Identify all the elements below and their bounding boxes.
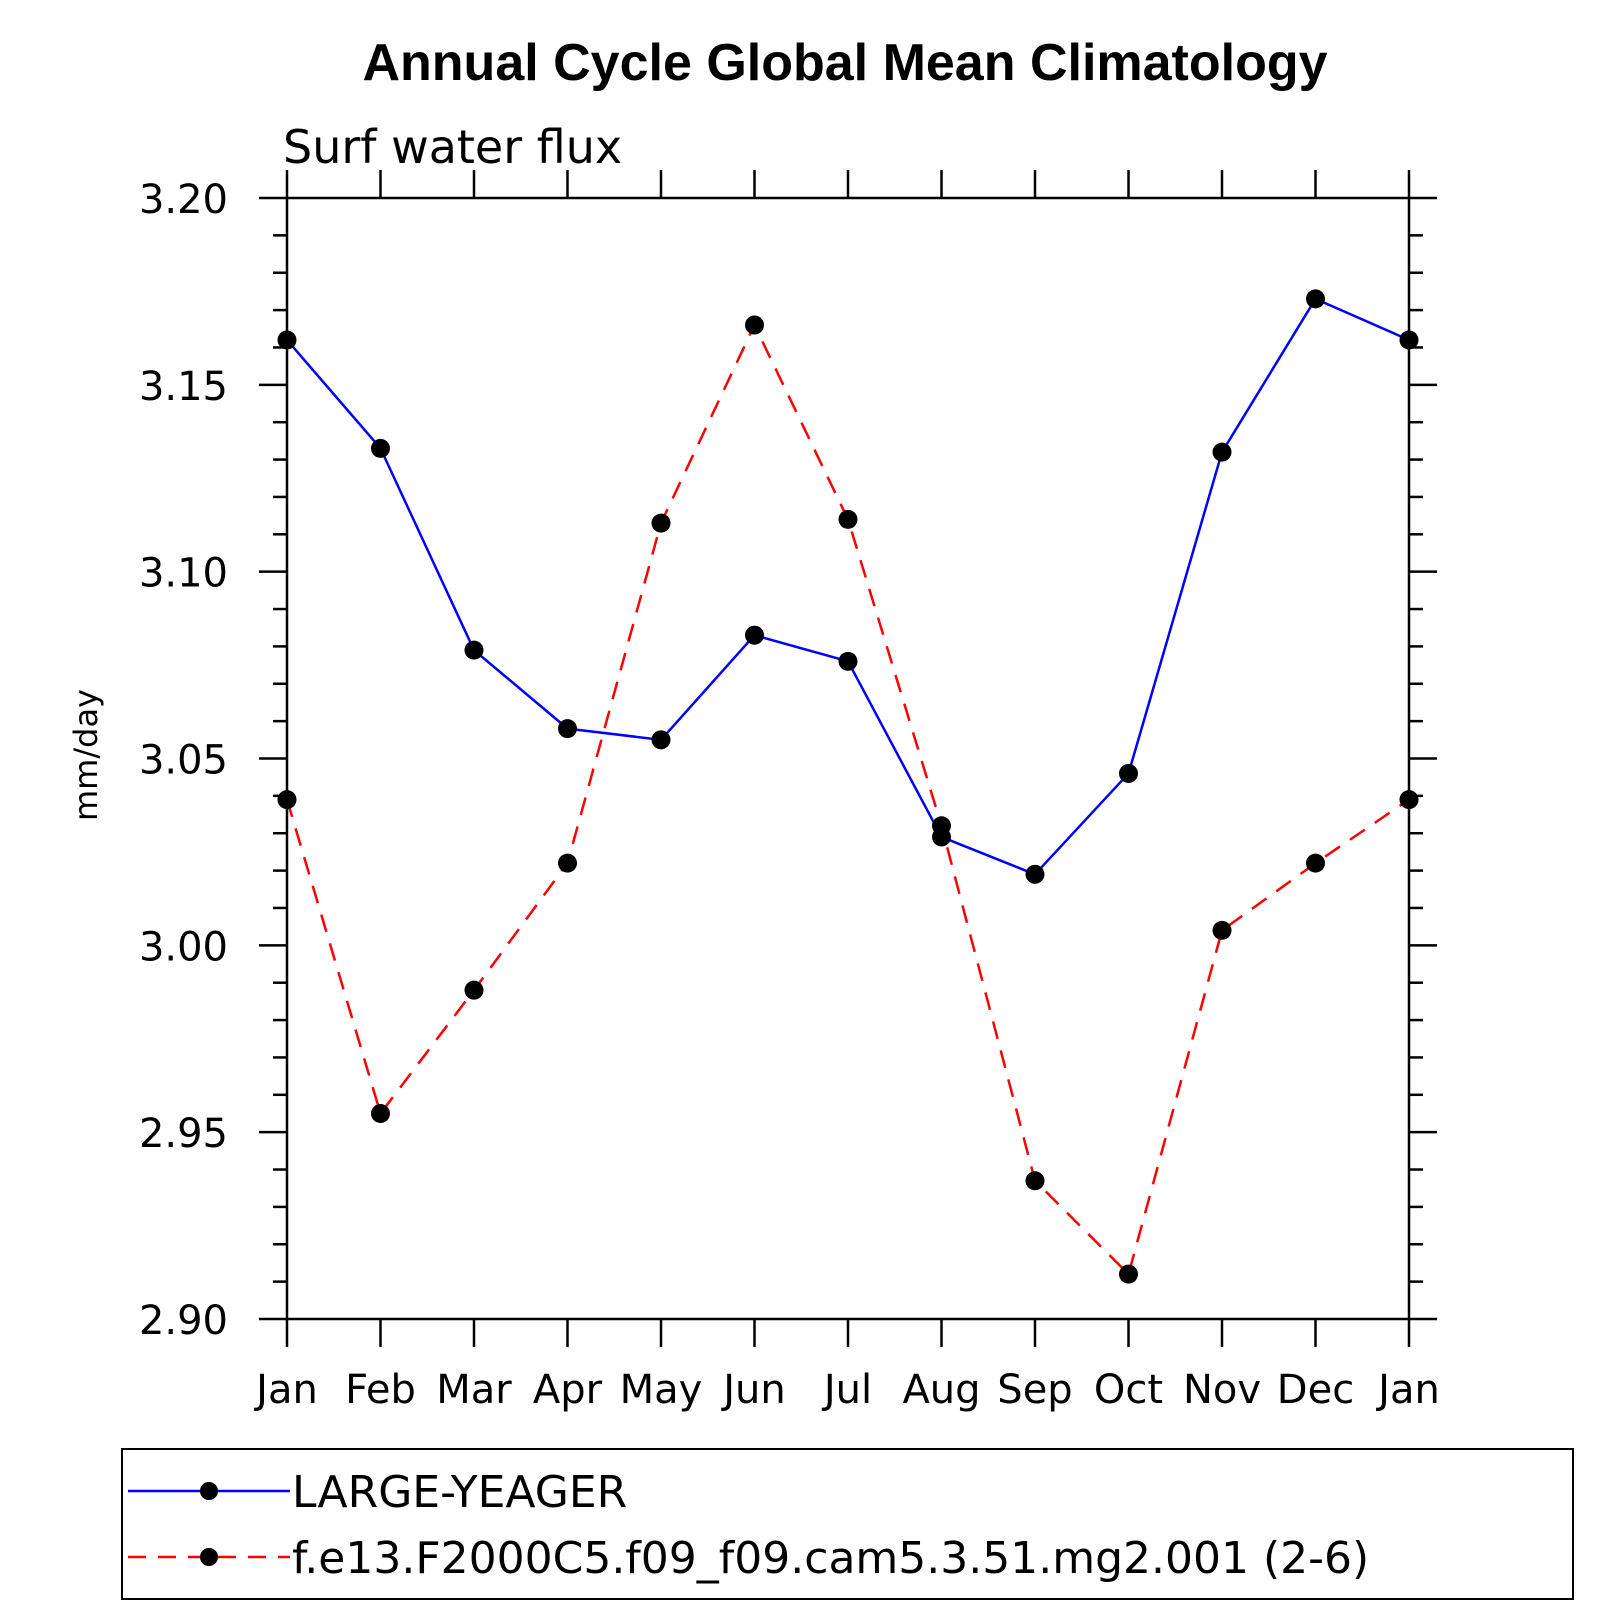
y-tick-label: 3.10 (139, 551, 228, 597)
x-tick-label: Dec (1277, 1367, 1354, 1413)
x-tick-label: Jul (821, 1367, 872, 1413)
x-tick-label: Feb (345, 1367, 416, 1413)
data-point-0 (558, 719, 577, 739)
x-tick-label: Jan (1375, 1367, 1440, 1413)
data-point-0 (745, 625, 764, 645)
y-tick-label: 2.90 (139, 1298, 228, 1344)
x-tick-label: Sep (997, 1367, 1072, 1413)
series-line-0 (286, 297, 1410, 876)
y-tick-label: 2.95 (139, 1111, 228, 1157)
y-tick-label: 3.20 (139, 177, 228, 223)
x-tick-label: Mar (436, 1367, 512, 1413)
data-point-1 (464, 980, 484, 1000)
data-point-0 (1119, 763, 1138, 783)
legend-marker-0 (200, 1482, 218, 1500)
x-tick-label: May (620, 1367, 703, 1413)
data-point-1 (932, 816, 951, 836)
y-tick-label: 3.05 (139, 738, 228, 784)
legend-box (121, 1448, 1574, 1600)
series-layer (277, 289, 1419, 1284)
legend: LARGE-YEAGER f.e13.F2000C5.f09_f09.cam5.… (121, 1448, 1574, 1600)
legend-label-1: f.e13.F2000C5.f09_f09.cam5.3.51.mg2.001 … (292, 1533, 1369, 1584)
series-line-1 (285, 323, 1410, 1276)
x-tick-label: Apr (533, 1367, 603, 1413)
data-point-1 (1119, 1264, 1138, 1284)
y-tick-label: 3.00 (139, 924, 228, 970)
plot-frame (285, 196, 1411, 1321)
x-tick-label: Jun (720, 1367, 786, 1413)
data-point-0 (277, 330, 297, 350)
data-point-0 (371, 438, 390, 458)
data-point-1 (277, 790, 297, 810)
data-point-1 (745, 315, 764, 335)
data-point-0 (1306, 289, 1325, 309)
data-point-1 (651, 513, 671, 533)
chart-subtitle: Surf water flux (283, 120, 622, 174)
data-point-0 (651, 730, 671, 750)
data-point-1 (558, 853, 577, 873)
chart-title: Annual Cycle Global Mean Climatology (362, 34, 1327, 92)
x-axis: Jan Feb Mar Apr May Jun Jul Aug Sep Oct Nov Dec Jan (253, 170, 1440, 1413)
data-point-1 (1212, 920, 1232, 940)
x-tick-label: Oct (1094, 1367, 1163, 1413)
x-tick-label: Aug (902, 1367, 980, 1413)
data-point-0 (1212, 442, 1232, 462)
data-point-1 (1025, 1171, 1045, 1191)
x-tick-label: Nov (1183, 1367, 1261, 1413)
legend-marker-1 (200, 1548, 218, 1566)
y-axis: 2.90 2.95 3.00 3.05 3.10 3.15 3.20 (139, 177, 1437, 1344)
data-point-0 (1399, 330, 1419, 350)
data-point-0 (838, 651, 858, 671)
data-point-1 (371, 1103, 390, 1123)
data-point-0 (1025, 864, 1045, 884)
data-point-0 (464, 640, 484, 660)
legend-label-0: LARGE-YEAGER (292, 1467, 627, 1518)
x-tick-label: Jan (253, 1367, 318, 1413)
data-point-1 (1306, 853, 1325, 873)
y-axis-label: mm/day (67, 689, 105, 821)
y-tick-label: 3.15 (139, 364, 228, 410)
data-point-1 (1399, 790, 1419, 810)
data-point-1 (838, 509, 858, 529)
